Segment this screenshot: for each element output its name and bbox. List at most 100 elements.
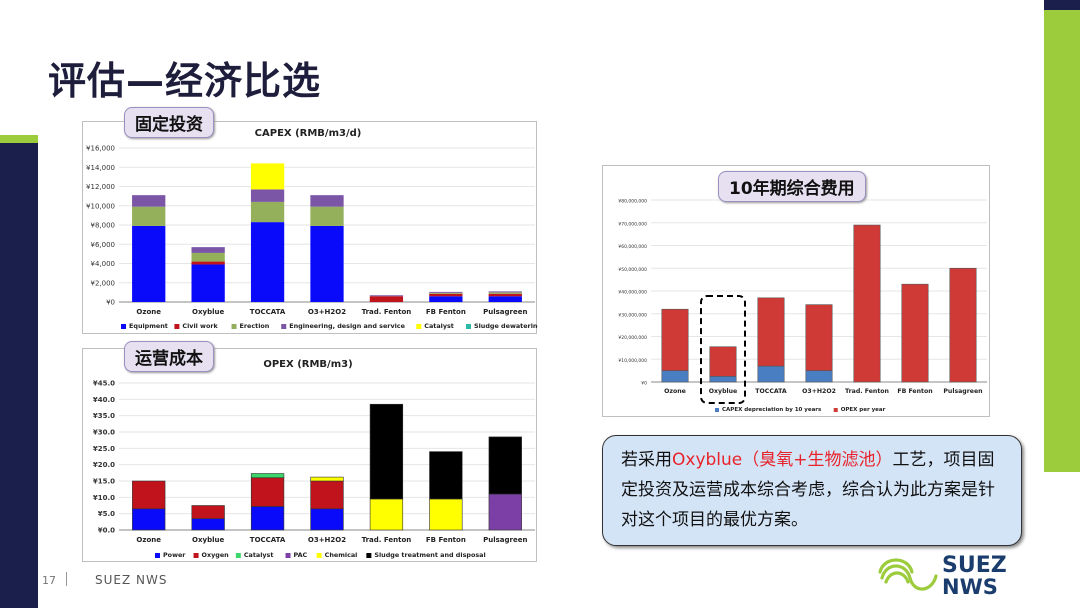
bar-engineering-design-and-service-ozone <box>132 195 166 207</box>
legend-label-erection: Erection <box>240 322 270 330</box>
bar-engineering-design-and-service-fb-fenton <box>429 291 463 293</box>
legend-swatch-sludge-dewatering <box>465 324 471 329</box>
bar-engineering-design-and-service-pulsagreen <box>488 291 522 293</box>
legend-swatch-chemical <box>316 553 322 558</box>
bar-pac-pulsagreen <box>488 493 522 531</box>
bar-erection-o3-h2o2 <box>310 206 344 226</box>
y-tick-label: ¥20,000,000 <box>618 335 647 341</box>
x-category-label: O3+H2O2 <box>308 536 346 544</box>
capex-tag: 固定投资 <box>124 107 214 138</box>
bar-oxygen-ozone <box>132 480 166 510</box>
bar-erection-ozone <box>132 206 166 226</box>
x-category-label: O3+H2O2 <box>308 308 346 316</box>
x-category-label: Ozone <box>664 388 686 395</box>
legend-label-capex-depreciation-by-10-years: CAPEX depreciation by 10 years <box>722 407 822 413</box>
legend-swatch-oxygen <box>193 553 199 558</box>
legend-swatch-engineering-design-and-service <box>281 324 287 329</box>
x-category-label: TOCCATA <box>250 536 286 544</box>
y-tick-label: ¥4,000 <box>91 260 116 268</box>
legend-label-chemical: Chemical <box>325 551 358 559</box>
legend-swatch-catalyst <box>416 324 422 329</box>
bar-equipment-o3-h2o2 <box>310 225 344 302</box>
bar-chemical-fb-fenton <box>429 498 463 531</box>
y-tick-label: ¥30.0 <box>93 429 115 437</box>
y-tick-label: ¥45.0 <box>93 380 115 388</box>
x-category-label: Ozone <box>136 308 161 316</box>
conclusion-highlight: Oxyblue（臭氧+生物滤池） <box>672 450 893 470</box>
x-category-label: Oxyblue <box>709 388 737 395</box>
bar-engineering-design-and-service-oxyblue <box>191 247 225 253</box>
legend-label-opex-per-year: OPEX per year <box>841 407 886 413</box>
bar-civil-work-oxyblue <box>191 261 225 265</box>
conclusion-text-part1: 若采用 <box>621 450 672 470</box>
top-right-navy-bar <box>1044 0 1080 10</box>
legend-swatch-power <box>155 553 160 558</box>
y-tick-label: ¥0 <box>106 299 115 307</box>
opex-chart: OPEX (RMB/m3) ¥0.0 ¥5.0 ¥10.0 ¥15.0 ¥20.0 ¥25.… <box>93 359 535 559</box>
x-category-label: Pulsagreen <box>943 388 982 395</box>
y-tick-label: ¥40,000,000 <box>618 290 647 296</box>
x-category-label: Ozone <box>136 536 161 544</box>
bar-erection-fb-fenton <box>429 292 463 294</box>
bar-opex-per-year-fb-fenton <box>901 283 929 383</box>
bar-equipment-fb-fenton <box>429 296 463 302</box>
legend-label-pac: PAC <box>294 551 308 559</box>
legend-label-sludge-treatment-and-disposal: Sludge treatment and disposal <box>374 551 485 559</box>
capex-chart-panel: CAPEX (RMB/m3/d) ¥0 ¥2,000 ¥4,000 ¥6,000 ¥8,0… <box>82 121 542 334</box>
right-green-bar <box>1044 10 1080 472</box>
y-tick-label: ¥16,000 <box>86 145 115 153</box>
y-tick-label: ¥10,000 <box>86 202 115 210</box>
bar-power-oxyblue <box>191 518 225 531</box>
bar-sludge-treatment-and-disposal-trad-fenton <box>369 403 404 500</box>
x-category-label: Pulsagreen <box>483 308 527 316</box>
left-green-accent <box>0 135 38 143</box>
legend-swatch-civil-work <box>174 324 180 329</box>
bar-oxygen-oxyblue <box>191 505 225 519</box>
opex-chart-panel: OPEX (RMB/m3) ¥0.0 ¥5.0 ¥10.0 ¥15.0 ¥20.0 ¥25.… <box>82 348 537 562</box>
bar-sludge-treatment-and-disposal-pulsagreen <box>488 436 522 495</box>
x-category-label: Trad. Fenton <box>362 536 412 544</box>
legend-swatch-pac <box>285 553 291 558</box>
capex-chart: CAPEX (RMB/m3/d) ¥0 ¥2,000 ¥4,000 ¥6,000 ¥8,0… <box>86 128 542 330</box>
bar-capex-depreciation-by-10-years-oxyblue <box>709 376 737 383</box>
bar-catalyst-toccata <box>250 473 285 479</box>
legend-swatch-sludge-treatment-and-disposal <box>366 553 372 558</box>
legend-label-catalyst: Catalyst <box>244 551 274 559</box>
suez-wave-icon <box>878 558 938 591</box>
bar-oxygen-o3-h2o2 <box>310 480 344 510</box>
y-tick-label: ¥15.0 <box>93 478 115 486</box>
bar-opex-per-year-toccata <box>757 297 785 367</box>
y-tick-label: ¥2,000 <box>91 279 116 287</box>
y-tick-label: ¥5.0 <box>98 510 115 518</box>
x-category-label: TOCCATA <box>250 308 286 316</box>
y-tick-label: ¥40.0 <box>93 396 115 404</box>
left-navy-bar <box>0 135 38 608</box>
bar-sludge-treatment-and-disposal-fb-fenton <box>429 451 463 500</box>
bar-equipment-toccata <box>250 222 285 302</box>
x-category-label: Pulsagreen <box>483 536 527 544</box>
bar-opex-per-year-oxyblue <box>709 346 737 377</box>
y-tick-label: ¥6,000 <box>91 241 116 249</box>
y-tick-label: ¥0 <box>641 381 647 387</box>
page-number: 17 <box>42 574 56 587</box>
y-tick-label: ¥35.0 <box>93 412 115 420</box>
legend-label-engineering-design-and-service: Engineering, design and service <box>289 322 405 330</box>
logo-text-suez: SUEZ <box>942 553 1007 578</box>
legend-swatch-equipment <box>121 324 126 329</box>
conclusion-text-part2: 工艺，项目固定投资及运营成本综合考虑，综合认为此方案是针对这个项目的最优方案。 <box>621 450 995 530</box>
bar-capex-depreciation-by-10-years-o3-h2o2 <box>805 370 833 383</box>
legend-swatch-catalyst <box>235 553 241 558</box>
suez-logo: SUEZ NWS <box>878 553 1007 598</box>
bar-erection-oxyblue <box>191 252 225 262</box>
legend-label-power: Power <box>163 551 186 559</box>
x-category-label: Trad. Fenton <box>362 308 412 316</box>
legend-label-oxygen: Oxygen <box>202 551 230 559</box>
chart-title: OPEX (RMB/m3) <box>263 359 352 370</box>
bar-engineering-design-and-service-trad-fenton <box>369 295 404 297</box>
y-tick-label: ¥8,000 <box>91 222 116 230</box>
total-cost-chart-panel: ¥0 ¥10,000,000 ¥20,000,000 ¥30,000,000 ¥40,0… <box>602 165 990 417</box>
legend-label-civil-work: Civil work <box>182 322 218 330</box>
y-tick-label: ¥50,000,000 <box>618 267 647 273</box>
y-tick-label: ¥0.0 <box>98 527 115 535</box>
y-tick-label: ¥20.0 <box>93 461 115 469</box>
